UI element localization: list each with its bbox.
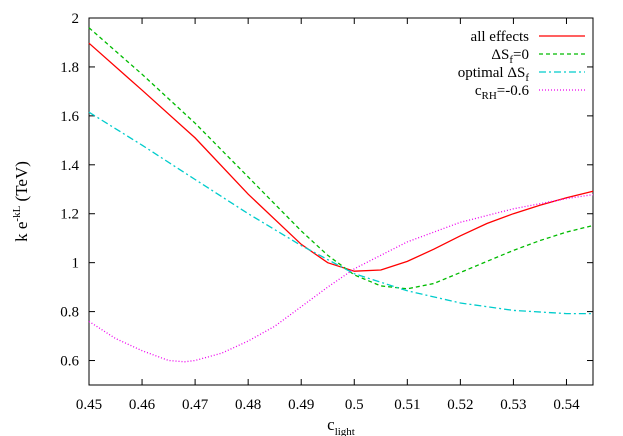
legend-label-all-effects: all effects <box>471 29 530 45</box>
y-tick-label: 0.6 <box>60 354 79 370</box>
x-tick-label: 0.45 <box>76 397 102 413</box>
ticks: 0.45 0.46 0.47 0.48 0.49 0.5 0.51 0.52 0.53 0.54 0… <box>60 11 593 413</box>
y-tick-label: 2 <box>72 11 80 27</box>
y-tick-label: 1 <box>72 256 80 272</box>
y-axis-label: k e-kL (TeV) <box>11 161 31 242</box>
x-tick-label: 0.46 <box>129 397 156 413</box>
x-tick-label: 0.52 <box>447 397 473 413</box>
series-line-optimal-delta-sf <box>88 111 593 315</box>
y-tick-label: 1.2 <box>60 207 79 223</box>
y-tick-label: 1.6 <box>60 109 79 125</box>
y-tick-label: 1.4 <box>60 158 79 174</box>
y-axis-label-main: k e <box>12 222 31 242</box>
series-line-c-rh <box>88 193 594 363</box>
legend-label-delta-sf-zero: ΔSf=0 <box>491 47 529 66</box>
series-line-all-effects <box>88 42 594 272</box>
x-tick-label: 0.47 <box>182 397 209 413</box>
y-axis-label-unit: (TeV) <box>12 161 31 206</box>
x-axis-label-sub: light <box>335 426 355 436</box>
y-axis-label-sup: -kL <box>11 205 23 221</box>
x-tick-label: 0.54 <box>553 397 580 413</box>
x-tick-label: 0.51 <box>394 397 420 413</box>
y-tick-label: 1.8 <box>60 60 79 76</box>
x-axis-label-main: c <box>327 415 335 434</box>
x-tick-label: 0.48 <box>235 397 261 413</box>
legend-label-c-rh: cRH=-0.6 <box>475 83 530 102</box>
y-tick-label: 0.8 <box>60 305 79 321</box>
x-tick-label: 0.49 <box>288 397 314 413</box>
x-tick-label: 0.5 <box>345 397 364 413</box>
plot-frame <box>88 17 594 386</box>
series-lines <box>88 27 594 363</box>
x-tick-label: 0.53 <box>500 397 526 413</box>
legend-label-optimal-delta-sf: optimal ΔSf <box>458 65 530 84</box>
x-axis-label: clight <box>327 415 355 436</box>
